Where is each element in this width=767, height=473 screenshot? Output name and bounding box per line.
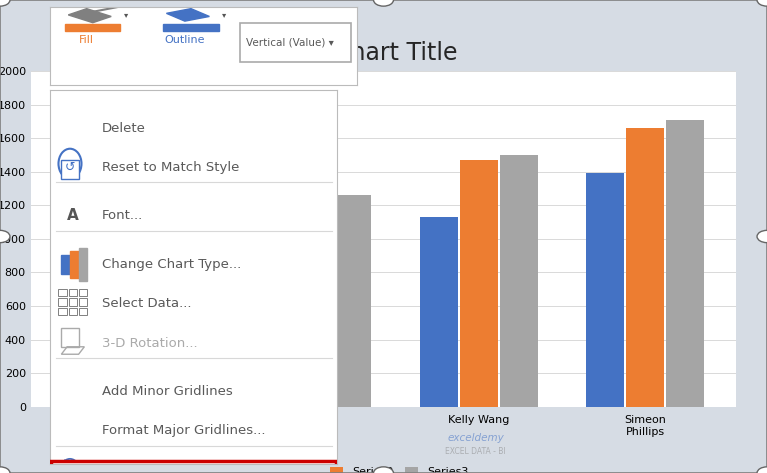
Text: Chart Title: Chart Title — [334, 41, 458, 65]
Text: *: * — [61, 459, 67, 470]
Bar — [666, 120, 704, 407]
Bar — [61, 160, 79, 179]
Text: ↺: ↺ — [64, 161, 75, 174]
Bar — [68, 298, 77, 306]
Bar — [61, 328, 79, 347]
Text: ▾: ▾ — [123, 10, 128, 19]
Text: Delete: Delete — [101, 122, 146, 135]
Bar — [79, 248, 87, 281]
Text: Change Chart Type...: Change Chart Type... — [101, 258, 241, 271]
Bar — [586, 174, 624, 407]
Text: Select Data...: Select Data... — [101, 298, 191, 310]
Text: ▾: ▾ — [222, 10, 226, 19]
Polygon shape — [68, 9, 111, 23]
Text: 3-D Rotation...: 3-D Rotation... — [101, 336, 197, 350]
Bar — [58, 307, 67, 315]
Bar — [68, 289, 77, 296]
Bar — [79, 307, 87, 315]
Bar — [333, 195, 371, 407]
Bar — [58, 289, 67, 296]
FancyBboxPatch shape — [240, 23, 351, 62]
Bar — [65, 24, 120, 31]
Bar — [70, 252, 79, 278]
Polygon shape — [166, 9, 209, 21]
Bar — [51, 461, 336, 473]
Text: EXCEL DATA - BI: EXCEL DATA - BI — [445, 447, 506, 456]
Text: A: A — [67, 209, 79, 223]
Text: exceldemy: exceldemy — [447, 432, 504, 443]
Bar — [499, 155, 538, 407]
Bar — [253, 259, 291, 407]
Bar — [420, 217, 458, 407]
Bar — [127, 236, 165, 407]
Text: Outline: Outline — [165, 35, 205, 45]
Bar — [626, 128, 664, 407]
Bar — [293, 202, 331, 407]
Text: Add Minor Gridlines: Add Minor Gridlines — [101, 385, 232, 398]
Bar — [79, 289, 87, 296]
Bar — [163, 24, 219, 31]
Text: Vertical (Value) ▾: Vertical (Value) ▾ — [246, 37, 334, 47]
Bar — [166, 252, 205, 407]
Bar — [61, 255, 70, 274]
Bar — [68, 307, 77, 315]
Text: Format Major Gridlines...: Format Major Gridlines... — [101, 424, 265, 438]
Text: Fill: Fill — [79, 35, 94, 45]
Text: Font...: Font... — [101, 210, 143, 222]
Bar — [87, 278, 125, 407]
Text: Reset to Match Style: Reset to Match Style — [101, 161, 239, 174]
Bar — [79, 298, 87, 306]
Legend: Series2, Series3: Series2, Series3 — [325, 463, 473, 473]
Bar — [58, 298, 67, 306]
Bar — [459, 160, 498, 407]
